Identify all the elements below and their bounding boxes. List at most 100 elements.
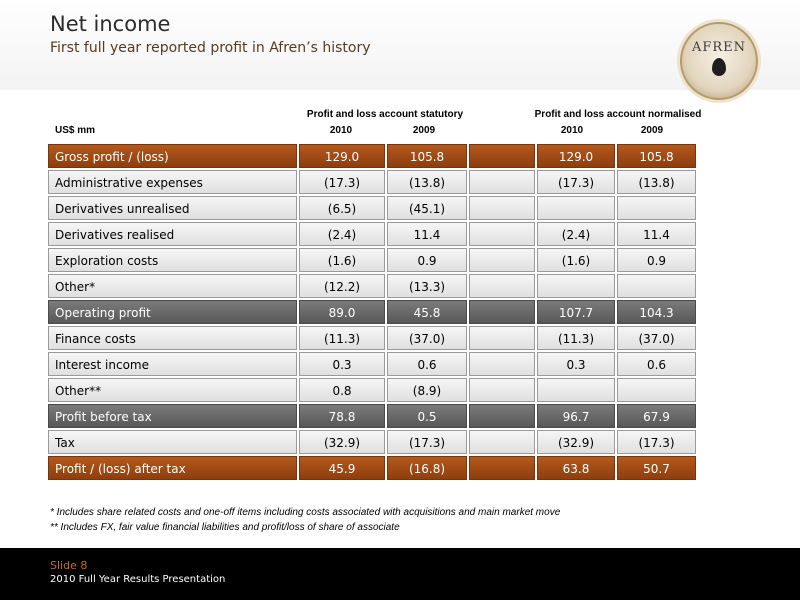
presentation-title: 2010 Full Year Results Presentation [50, 574, 226, 585]
row-label: Interest income [48, 352, 297, 376]
row-label: Tax [48, 430, 297, 454]
cell-norm-2010: (1.6) [537, 248, 615, 272]
footnote-1: * Includes share related costs and one-o… [50, 507, 561, 518]
row-label: Operating profit [48, 300, 297, 324]
cell-stat-2009: 0.9 [387, 248, 467, 272]
table-row: Interest income 0.3 0.6 0.3 0.6 [48, 352, 696, 376]
cell-spacer [469, 352, 535, 376]
cell-spacer [469, 196, 535, 220]
cell-spacer [469, 430, 535, 454]
table-row: Profit before tax 78.8 0.5 96.7 67.9 [48, 404, 696, 428]
table-row: Exploration costs (1.6) 0.9 (1.6) 0.9 [48, 248, 696, 272]
cell-stat-2009: 0.5 [387, 404, 467, 428]
row-label: Finance costs [48, 326, 297, 350]
row-label: Profit / (loss) after tax [48, 456, 297, 480]
cell-norm-2009 [617, 274, 696, 298]
cell-stat-2010: (11.3) [299, 326, 385, 350]
cell-stat-2010: 0.3 [299, 352, 385, 376]
cell-stat-2010: (32.9) [299, 430, 385, 454]
table-row: Tax (32.9) (17.3) (32.9) (17.3) [48, 430, 696, 454]
cell-stat-2010: 0.8 [299, 378, 385, 402]
cell-spacer [469, 300, 535, 324]
cell-norm-2009: 104.3 [617, 300, 696, 324]
table-row: Administrative expenses (17.3) (13.8) (17.3… [48, 170, 696, 194]
footnote-2: ** Includes FX, fair value financial lia… [50, 522, 400, 533]
cell-norm-2009: (13.8) [617, 170, 696, 194]
cell-stat-2009: (45.1) [387, 196, 467, 220]
cell-stat-2009: 105.8 [387, 144, 467, 168]
cell-spacer [469, 144, 535, 168]
cell-stat-2009: (37.0) [387, 326, 467, 350]
cell-norm-2010: (32.9) [537, 430, 615, 454]
cell-stat-2010: 89.0 [299, 300, 385, 324]
col-header-stat-2010: 2010 [329, 125, 353, 136]
col-header-stat-2009: 2009 [412, 125, 436, 136]
cell-spacer [469, 170, 535, 194]
cell-norm-2010: (17.3) [537, 170, 615, 194]
group-header-normalised: Profit and loss account normalised [534, 109, 702, 120]
row-label: Derivatives unrealised [48, 196, 297, 220]
table-row: Other* (12.2) (13.3) [48, 274, 696, 298]
cell-norm-2009: 67.9 [617, 404, 696, 428]
cell-norm-2010: 107.7 [537, 300, 615, 324]
table-row: Operating profit 89.0 45.8 107.7 104.3 [48, 300, 696, 324]
cell-stat-2010: (1.6) [299, 248, 385, 272]
cell-spacer [469, 456, 535, 480]
group-header-statutory: Profit and loss account statutory [306, 109, 464, 120]
cell-norm-2009: 105.8 [617, 144, 696, 168]
table-row: Gross profit / (loss) 129.0 105.8 129.0 105.… [48, 144, 696, 168]
cell-norm-2009: (17.3) [617, 430, 696, 454]
cell-stat-2010: (12.2) [299, 274, 385, 298]
cell-stat-2009: 0.6 [387, 352, 467, 376]
cell-norm-2010: (11.3) [537, 326, 615, 350]
logo-text: AFREN [691, 40, 747, 55]
cell-stat-2010: 45.9 [299, 456, 385, 480]
cell-norm-2010 [537, 378, 615, 402]
table-row: Derivatives unrealised (6.5) (45.1) [48, 196, 696, 220]
slide-header: Net income First full year reported prof… [0, 0, 800, 100]
cell-spacer [469, 248, 535, 272]
page-title: Net income [50, 12, 171, 36]
cell-norm-2009: 0.9 [617, 248, 696, 272]
cell-stat-2010: (2.4) [299, 222, 385, 246]
cell-norm-2010 [537, 274, 615, 298]
cell-norm-2009: (37.0) [617, 326, 696, 350]
oil-drop-icon [712, 58, 726, 76]
cell-spacer [469, 404, 535, 428]
cell-stat-2010: (17.3) [299, 170, 385, 194]
cell-spacer [469, 274, 535, 298]
cell-norm-2010: (2.4) [537, 222, 615, 246]
cell-stat-2009: (13.3) [387, 274, 467, 298]
table-row: Profit / (loss) after tax 45.9 (16.8) 63.8 5… [48, 456, 696, 480]
cell-norm-2010: 0.3 [537, 352, 615, 376]
table-row: Other** 0.8 (8.9) [48, 378, 696, 402]
cell-stat-2009: (8.9) [387, 378, 467, 402]
row-label: Gross profit / (loss) [48, 144, 297, 168]
row-label: Derivatives realised [48, 222, 297, 246]
income-table: Gross profit / (loss) 129.0 105.8 129.0 105.… [48, 144, 696, 482]
cell-stat-2010: 129.0 [299, 144, 385, 168]
cell-norm-2009 [617, 378, 696, 402]
col-header-norm-2010: 2010 [560, 125, 584, 136]
cell-norm-2009: 50.7 [617, 456, 696, 480]
cell-norm-2009: 0.6 [617, 352, 696, 376]
cell-stat-2009: (13.8) [387, 170, 467, 194]
units-label: US$ mm [55, 125, 96, 136]
afren-logo: AFREN [680, 22, 758, 100]
cell-stat-2009: 45.8 [387, 300, 467, 324]
cell-spacer [469, 326, 535, 350]
col-header-norm-2009: 2009 [640, 125, 664, 136]
cell-stat-2010: (6.5) [299, 196, 385, 220]
cell-norm-2009: 11.4 [617, 222, 696, 246]
cell-stat-2009: (17.3) [387, 430, 467, 454]
slide-footer [0, 548, 800, 600]
slide-number: Slide 8 [50, 559, 88, 572]
cell-norm-2010 [537, 196, 615, 220]
row-label: Other** [48, 378, 297, 402]
cell-norm-2010: 63.8 [537, 456, 615, 480]
cell-stat-2009: (16.8) [387, 456, 467, 480]
cell-norm-2010: 129.0 [537, 144, 615, 168]
cell-stat-2010: 78.8 [299, 404, 385, 428]
row-label: Exploration costs [48, 248, 297, 272]
row-label: Profit before tax [48, 404, 297, 428]
